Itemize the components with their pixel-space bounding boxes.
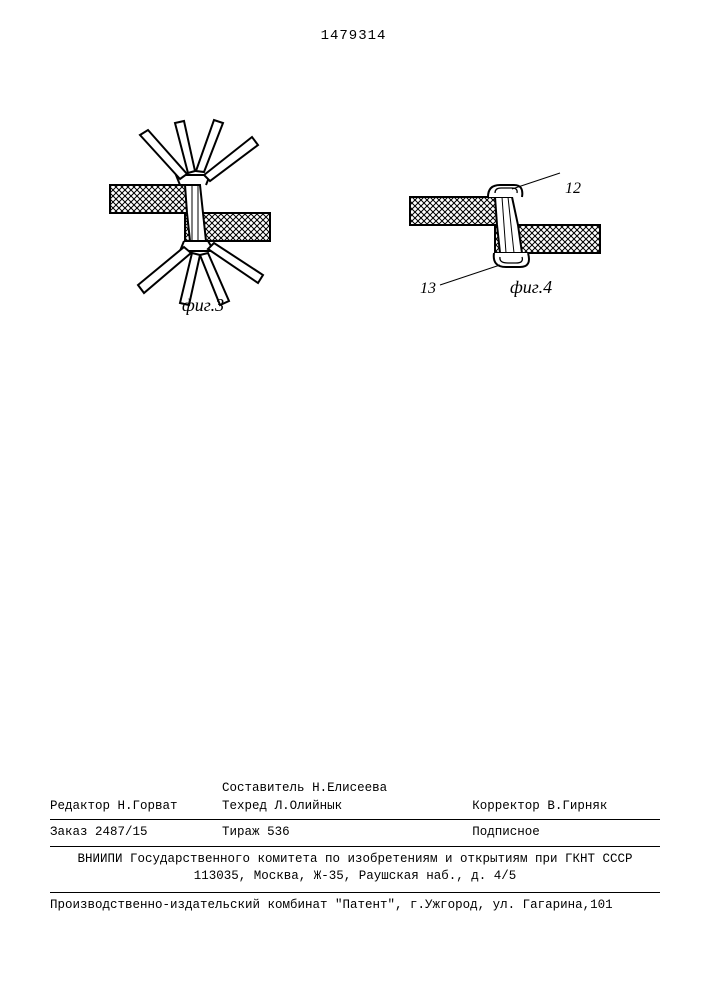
order-label: Заказ [50,825,88,839]
corrector-name: В.Гирняк [547,799,607,813]
page-number: 1479314 [0,28,707,44]
editor-cell [50,780,222,798]
figures-row: фиг.3 12 13 фиг.4 [60,120,650,340]
order-cell: Заказ 2487/15 [50,824,222,842]
credits-block: Составитель Н.Елисеева Редактор Н.Горват… [50,780,660,914]
techred-name: Л.Олийнык [275,799,343,813]
techred-cell: Техред Л.Олийнык [222,798,472,816]
org-line1: ВНИИПИ Государственного комитета по изоб… [50,851,660,869]
org-block: ВНИИПИ Государственного комитета по изоб… [50,846,660,886]
tirage-label: Тираж [222,825,260,839]
compiler-label: Составитель [222,781,305,795]
fig4-label: фиг.4 [510,277,552,298]
org-line2: 113035, Москва, Ж-35, Раушская наб., д. … [50,868,660,886]
corrector-label: Корректор [472,799,540,813]
order-number: 2487/15 [95,825,148,839]
editor-label: Редактор [50,799,110,813]
editor-name: Н.Горват [118,799,178,813]
blank-cell [472,780,660,798]
subscription-cell: Подписное [472,824,660,842]
tirage-cell: Тираж 536 [222,824,472,842]
compiler-cell: Составитель Н.Елисеева [222,780,472,798]
fig3-label: фиг.3 [182,295,224,316]
credits-row1b: Редактор Н.Горват Техред Л.Олийнык Корре… [50,798,660,816]
subscription-text: Подписное [472,825,540,839]
credits-row1: Составитель Н.Елисеева [50,780,660,798]
tirage-value: 536 [267,825,290,839]
printer-line: Производственно-издательский комбинат "П… [50,892,660,915]
ref13-label: 13 [420,280,436,298]
techred-label: Техред [222,799,267,813]
editor-cell2: Редактор Н.Горват [50,798,222,816]
credits-row2: Заказ 2487/15 Тираж 536 Подписное [50,819,660,842]
ref12-label: 12 [565,180,581,198]
corrector-cell: Корректор В.Гирняк [472,798,660,816]
compiler-name: Н.Елисеева [312,781,387,795]
fig3-drawing [80,115,320,315]
printer-text: Производственно-издательский комбинат "П… [50,898,613,912]
